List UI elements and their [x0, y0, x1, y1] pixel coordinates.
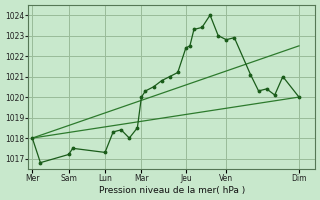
X-axis label: Pression niveau de la mer( hPa ): Pression niveau de la mer( hPa ) [99, 186, 245, 195]
